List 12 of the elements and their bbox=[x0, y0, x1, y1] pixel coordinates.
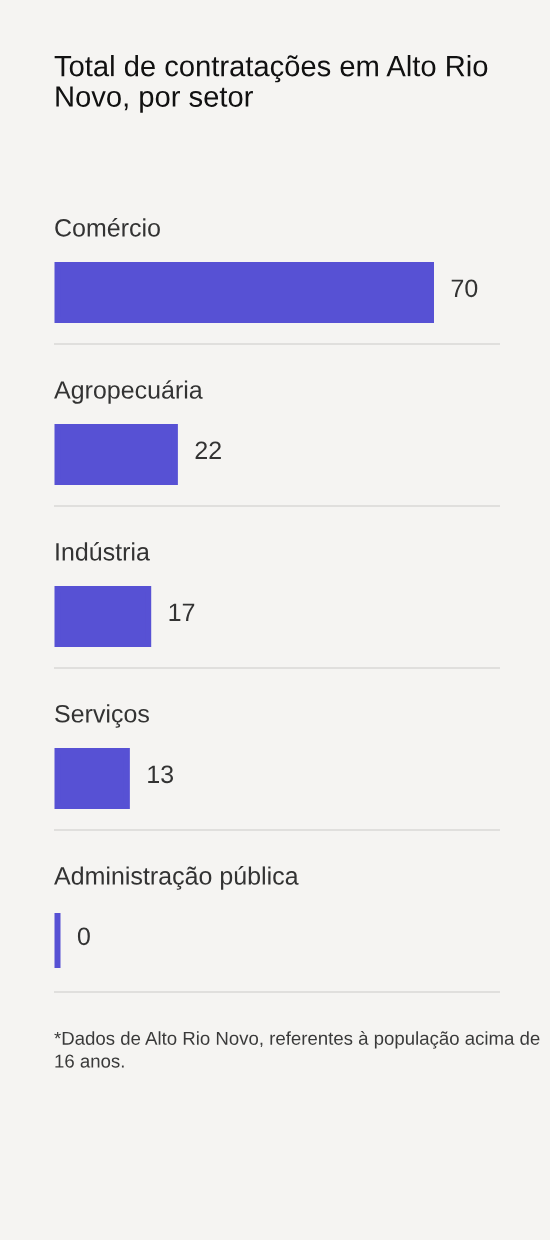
data-label: 17 bbox=[169, 603, 195, 621]
chart-title: Total de contratações em Alto Rio Novo, por setor bbox=[54, 55, 488, 113]
y-tick-label: Administração pública bbox=[54, 866, 299, 890]
y-tick-label: Indústria bbox=[56, 542, 150, 561]
y-tick-label: Comércio bbox=[55, 218, 160, 237]
text: *Dados de Alto Rio Novo, referentes à população acima de 16 anos. bbox=[54, 1031, 540, 1068]
data-label: 22 bbox=[195, 441, 221, 459]
data-label: 70 bbox=[451, 279, 478, 298]
y-tick-label: Agropecuária bbox=[54, 380, 203, 404]
y-tick-label: Serviços bbox=[55, 704, 149, 728]
data-label: 0 bbox=[77, 927, 90, 946]
data-label: 13 bbox=[148, 765, 174, 784]
